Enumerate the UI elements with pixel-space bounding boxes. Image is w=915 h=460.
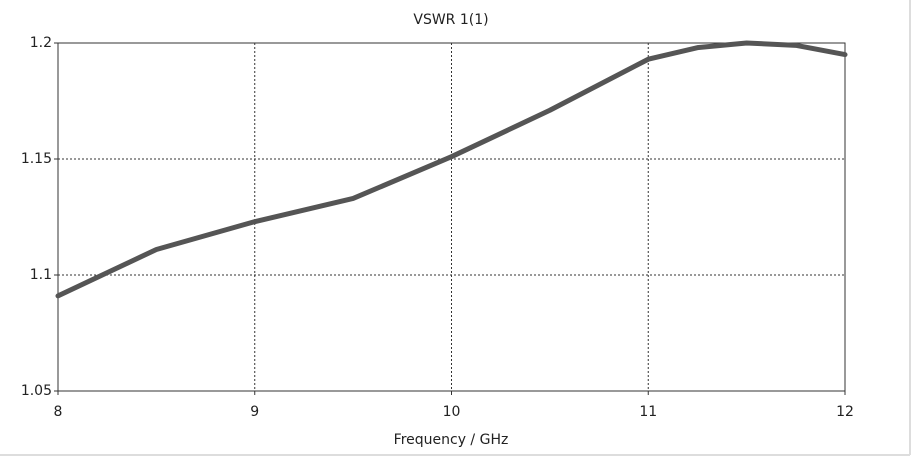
x-tick-label: 11: [639, 404, 657, 420]
x-tick-label: 9: [250, 404, 259, 420]
data-line: [55, 40, 848, 299]
y-tick-label: 1.2: [30, 35, 52, 51]
x-tick-label: 8: [54, 404, 63, 420]
x-tick-label: 10: [443, 404, 461, 420]
y-tick-label: 1.1: [30, 267, 52, 283]
x-axis-label: Frequency / GHz: [394, 432, 509, 448]
y-tick-label: 1.05: [21, 383, 52, 399]
x-tick-label: 12: [836, 404, 854, 420]
y-tick-label: 1.15: [21, 151, 52, 167]
chart-title: VSWR 1(1): [413, 12, 488, 28]
